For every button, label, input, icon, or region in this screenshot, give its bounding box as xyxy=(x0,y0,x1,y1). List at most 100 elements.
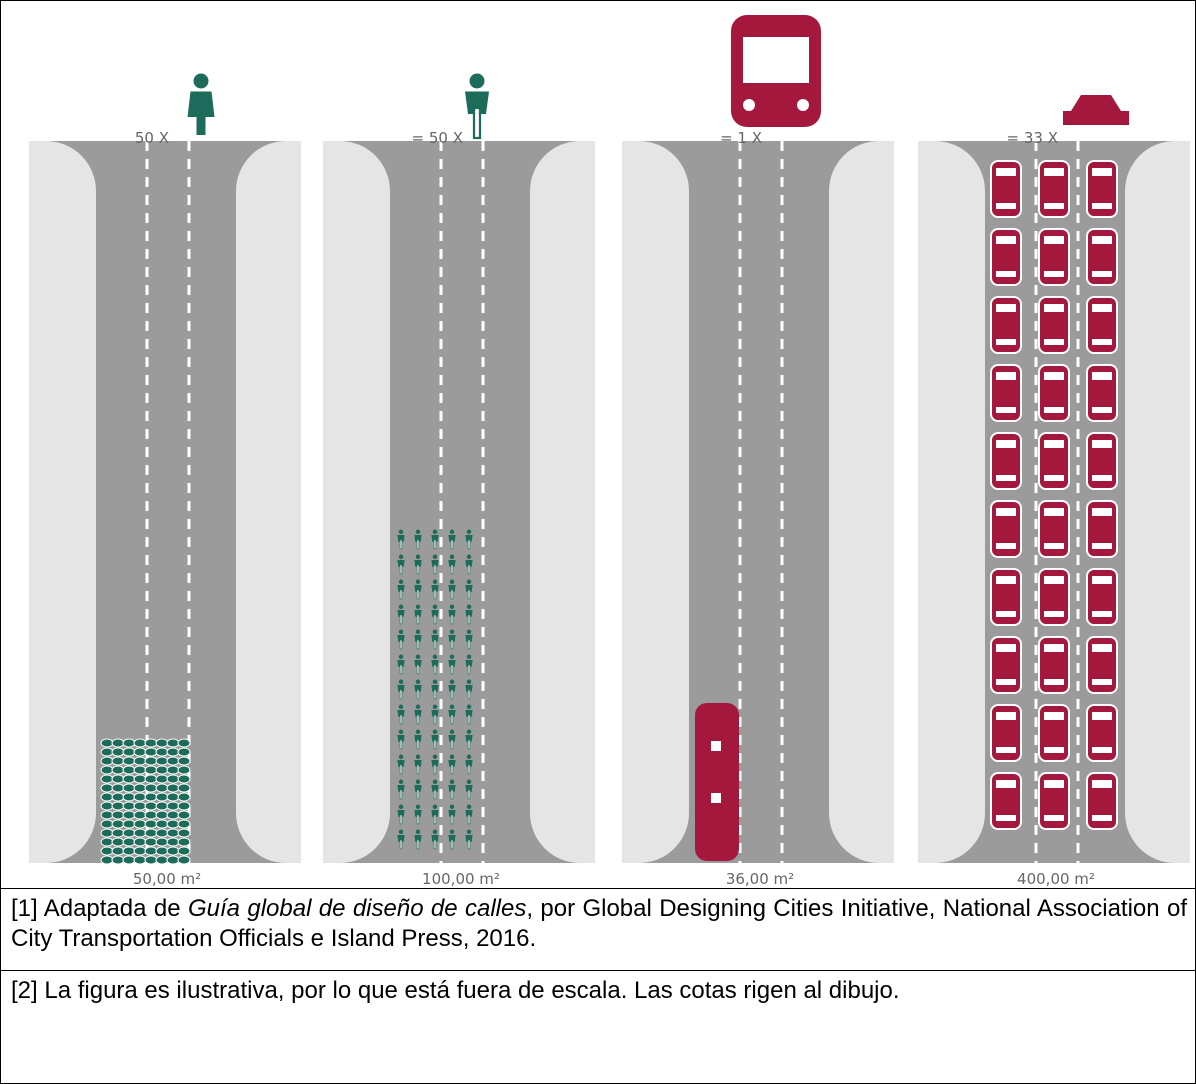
icon-part xyxy=(1092,576,1112,584)
pedestrian-mark xyxy=(134,784,146,792)
icon-part xyxy=(1092,644,1112,652)
icon-part xyxy=(434,765,436,774)
panel-label: = 33 X xyxy=(1007,129,1058,147)
pedestrian-mark xyxy=(134,820,146,828)
icon-part xyxy=(416,555,421,560)
icon-part xyxy=(451,840,453,849)
pedestrian-mark xyxy=(123,802,135,810)
pedestrian-mark xyxy=(156,811,168,819)
pedestrian-mark xyxy=(101,748,113,756)
icon-part xyxy=(417,790,419,799)
panel-area: 100,00 m² xyxy=(422,870,500,887)
icon-part xyxy=(996,372,1016,380)
pedestrian-mark xyxy=(123,829,135,837)
icon-part xyxy=(1044,780,1064,788)
icon-part xyxy=(1063,95,1129,125)
icon-part xyxy=(1044,236,1064,244)
car-icon xyxy=(991,569,1021,625)
icon-part xyxy=(996,236,1016,244)
sidewalk xyxy=(236,141,301,863)
icon-part xyxy=(1092,475,1112,481)
pedestrian-mark xyxy=(112,856,124,864)
icon-part xyxy=(996,747,1016,753)
icon-part xyxy=(797,99,809,111)
icon-part xyxy=(434,615,436,624)
icon-part xyxy=(468,790,470,799)
icon-part xyxy=(1044,304,1064,312)
icon-part xyxy=(1044,543,1064,549)
icon-part xyxy=(400,690,402,699)
pedestrian-mark xyxy=(167,802,179,810)
pedestrian-mark xyxy=(123,793,135,801)
pedestrian-mark xyxy=(112,838,124,846)
icon-part xyxy=(996,475,1016,481)
separator xyxy=(1,970,1195,971)
icon-part xyxy=(416,580,421,585)
icon-part xyxy=(1044,168,1064,176)
icon-part xyxy=(400,790,402,799)
car-icon xyxy=(991,229,1021,285)
icon-part xyxy=(451,665,453,674)
note-italic: Guía global de diseño de calles xyxy=(188,895,526,922)
pedestrian-mark xyxy=(123,838,135,846)
pedestrian-mark xyxy=(156,766,168,774)
note-text: [1] Adaptada de xyxy=(11,895,188,922)
car-icon xyxy=(1087,501,1117,557)
icon-part xyxy=(433,655,438,660)
icon-part xyxy=(416,780,421,785)
icon-part xyxy=(433,605,438,610)
icon-part xyxy=(417,540,419,549)
icon-part xyxy=(996,304,1016,312)
pedestrian-mark xyxy=(167,739,179,747)
sidewalk xyxy=(530,141,595,863)
icon-part xyxy=(400,540,402,549)
icon-part xyxy=(468,540,470,549)
car-icon xyxy=(1087,773,1117,829)
icon-part xyxy=(416,730,421,735)
icon-part xyxy=(417,815,419,824)
pedestrian-mark xyxy=(167,784,179,792)
pedestrian-mark xyxy=(178,757,190,765)
icon-part xyxy=(434,565,436,574)
icon-part xyxy=(1092,339,1112,345)
icon-part xyxy=(468,840,470,849)
icon-part xyxy=(468,715,470,724)
icon-part xyxy=(416,680,421,685)
pedestrian-mark xyxy=(112,802,124,810)
icon-part xyxy=(467,780,472,785)
sidewalk xyxy=(323,141,390,863)
pedestrian-mark xyxy=(178,802,190,810)
car-icon xyxy=(1087,433,1117,489)
icon-part xyxy=(416,630,421,635)
icon-part xyxy=(468,665,470,674)
pedestrian-mark xyxy=(178,766,190,774)
icon-part xyxy=(450,755,455,760)
car-icon xyxy=(991,433,1021,489)
pedestrian-mark xyxy=(145,793,157,801)
icon-part xyxy=(416,655,421,660)
pedestrian-mark xyxy=(178,838,190,846)
icon-part xyxy=(711,793,721,803)
car-icon xyxy=(1039,297,1069,353)
icon-part xyxy=(451,815,453,824)
icon-part xyxy=(1044,679,1064,685)
icon-part xyxy=(434,590,436,599)
car-icon xyxy=(991,705,1021,761)
pedestrian-mark xyxy=(112,811,124,819)
icon-part xyxy=(399,705,404,710)
icon-part xyxy=(433,580,438,585)
pedestrian-mark xyxy=(167,793,179,801)
pedestrian-mark xyxy=(134,739,146,747)
pedestrian-mark xyxy=(123,748,135,756)
pedestrian-mark xyxy=(101,775,113,783)
icon-part xyxy=(467,605,472,610)
separator xyxy=(1,888,1195,889)
pedestrian-mark xyxy=(178,847,190,855)
pedestrian-mark xyxy=(145,838,157,846)
icon-part xyxy=(996,780,1016,788)
icon-part xyxy=(400,840,402,849)
pedestrian-mark xyxy=(112,829,124,837)
icon-part xyxy=(450,705,455,710)
icon-part xyxy=(996,440,1016,448)
icon-part xyxy=(434,540,436,549)
